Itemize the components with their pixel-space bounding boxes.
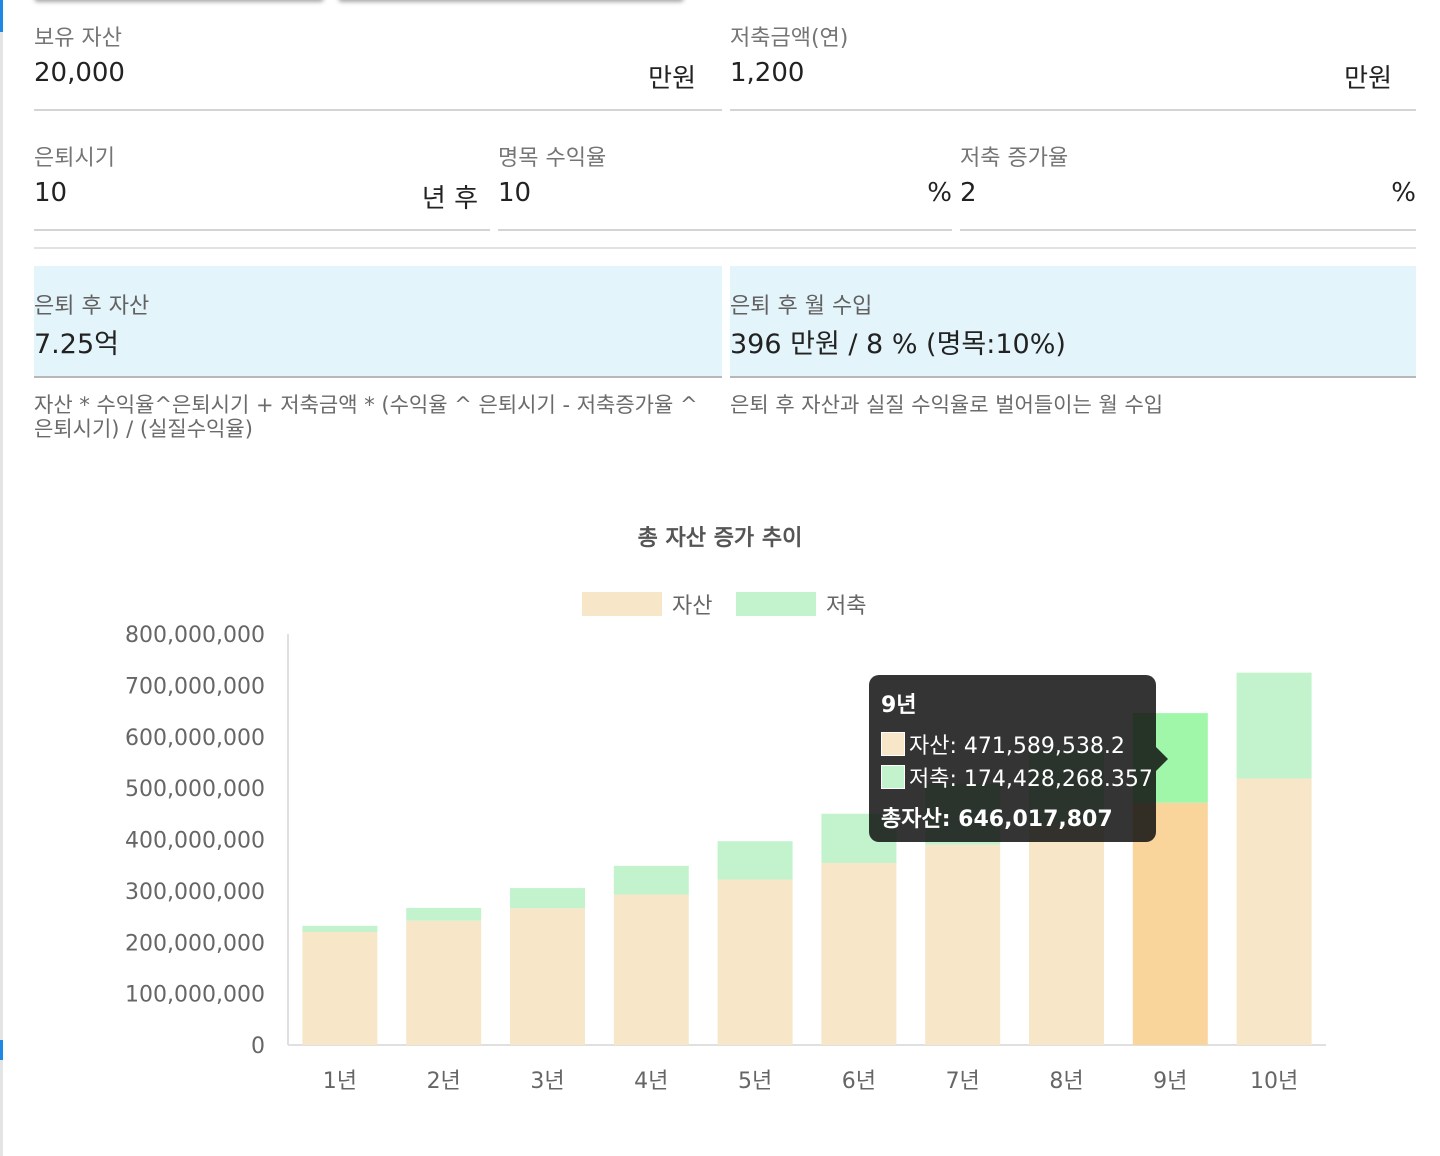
legend-swatch-asset: [582, 592, 662, 616]
bar-savings: [302, 925, 378, 932]
x-tick-label: 7년: [946, 1069, 980, 1094]
x-tick-label: 5년: [738, 1069, 772, 1094]
retire-unit: 년 후: [421, 184, 478, 214]
monthly-income-underline: [730, 376, 1416, 378]
edge-marker: [0, 1040, 3, 1060]
bar-asset: [1236, 778, 1312, 1045]
x-tick-label: 6년: [842, 1069, 876, 1094]
bar-asset: [406, 920, 482, 1045]
monthly-income-label: 은퇴 후 월 수입: [730, 294, 873, 319]
assets-underline: [34, 109, 722, 111]
savings-input[interactable]: 1,200: [730, 58, 805, 88]
tooltip-savings-text: 저축: 174,428,268.357: [909, 767, 1153, 792]
monthly-income-result: 은퇴 후 월 수입 396 만원 / 8 % (명목:10%): [730, 266, 1416, 378]
assets-label: 보유 자산: [34, 26, 122, 51]
bar-asset: [1132, 802, 1208, 1045]
bar-savings: [1236, 672, 1312, 779]
return-rate-field[interactable]: 명목 수익율 10 %: [498, 140, 952, 232]
savings-growth-unit: %: [1391, 178, 1416, 208]
savings-growth-label: 저축 증가율: [960, 146, 1069, 171]
chart-title: 총 자산 증가 추이: [637, 526, 803, 551]
legend-item-asset[interactable]: 자산: [582, 588, 712, 620]
assets-input[interactable]: 20,000: [34, 58, 125, 88]
bar-savings: [717, 841, 793, 880]
y-tick-label: 300,000,000: [125, 880, 265, 905]
retire-input[interactable]: 10: [34, 178, 68, 208]
legend-item-savings[interactable]: 저축: [736, 588, 866, 620]
bar-savings: [510, 888, 585, 909]
monthly-income-value: 396 만원 / 8 % (명목:10%): [730, 329, 1066, 360]
tooltip-savings-row: 저축: 174,428,268.357: [881, 761, 1153, 793]
bar-savings: [406, 907, 482, 921]
return-rate-unit: %: [927, 178, 952, 208]
asset-after-label: 은퇴 후 자산: [34, 294, 150, 319]
y-tick-label: 700,000,000: [125, 674, 265, 699]
tooltip-arrow: [1156, 747, 1168, 771]
tooltip-total: 총자산: 646,017,807: [881, 807, 1113, 832]
y-tick-label: 200,000,000: [125, 931, 265, 956]
y-tick-label: 0: [251, 1034, 265, 1059]
savings-growth-field[interactable]: 저축 증가율 2 %: [960, 140, 1416, 232]
x-tick-label: 9년: [1153, 1069, 1187, 1094]
legend-label-savings: 저축: [826, 594, 867, 619]
retire-label: 은퇴시기: [34, 146, 115, 171]
tooltip-title: 9년: [881, 693, 917, 718]
asset-formula-helper: 자산 * 수익율^은퇴시기 + 저축금액 * (수익율 ^ 은퇴시기 - 저축증…: [34, 393, 698, 441]
bar-asset: [302, 931, 378, 1045]
bar-asset: [925, 844, 1001, 1045]
bar-asset: [510, 908, 585, 1045]
return-rate-label: 명목 수익율: [498, 146, 607, 171]
bar-asset: [717, 879, 793, 1045]
y-tick-label: 800,000,000: [125, 623, 265, 648]
bar-asset: [1029, 824, 1104, 1045]
return-rate-underline: [498, 229, 952, 231]
window-edge: [0, 0, 3, 1156]
retire-field[interactable]: 은퇴시기 10 년 후: [34, 140, 490, 232]
x-tick-label: 10년: [1250, 1069, 1298, 1094]
y-tick-label: 400,000,000: [125, 829, 265, 854]
tooltip-savings-swatch: [881, 765, 905, 789]
savings-label: 저축금액(연): [730, 26, 849, 51]
bar-asset: [821, 862, 897, 1045]
edge-marker: [0, 0, 3, 32]
legend-label-asset: 자산: [672, 594, 713, 619]
x-tick-label: 4년: [634, 1069, 668, 1094]
savings-unit: 만원: [1344, 64, 1392, 94]
tooltip-asset-text: 자산: 471,589,538.2: [909, 734, 1125, 759]
asset-after-result: 은퇴 후 자산 7.25억: [34, 266, 722, 378]
savings-underline: [730, 109, 1416, 111]
y-tick-label: 600,000,000: [125, 726, 265, 751]
x-tick-label: 2년: [427, 1069, 461, 1094]
bar-asset: [613, 894, 689, 1045]
legend-swatch-savings: [736, 592, 816, 616]
bar-savings: [613, 865, 689, 895]
savings-field[interactable]: 저축금액(연) 1,200 만원: [730, 20, 1416, 112]
assets-unit: 만원: [648, 64, 696, 94]
savings-growth-underline: [960, 229, 1416, 231]
return-rate-input[interactable]: 10: [498, 178, 532, 208]
x-tick-label: 1년: [323, 1069, 357, 1094]
x-tick-label: 3년: [530, 1069, 564, 1094]
assets-field[interactable]: 보유 자산 20,000 만원: [34, 20, 722, 112]
retire-underline: [34, 229, 490, 231]
section-divider: [34, 247, 1416, 249]
chart-tooltip: 9년 자산: 471,589,538.2 저축: 174,428,268.357…: [869, 675, 1168, 842]
y-tick-label: 500,000,000: [125, 777, 265, 802]
y-tick-label: 100,000,000: [125, 983, 265, 1008]
asset-after-underline: [34, 376, 722, 378]
x-tick-label: 8년: [1049, 1069, 1083, 1094]
asset-after-value: 7.25억: [34, 329, 119, 360]
savings-growth-input[interactable]: 2: [960, 178, 977, 208]
monthly-income-helper: 은퇴 후 자산과 실질 수익율로 벌어들이는 월 수입: [730, 393, 1164, 417]
tooltip-asset-row: 자산: 471,589,538.2: [881, 728, 1125, 760]
tooltip-asset-swatch: [881, 732, 905, 756]
